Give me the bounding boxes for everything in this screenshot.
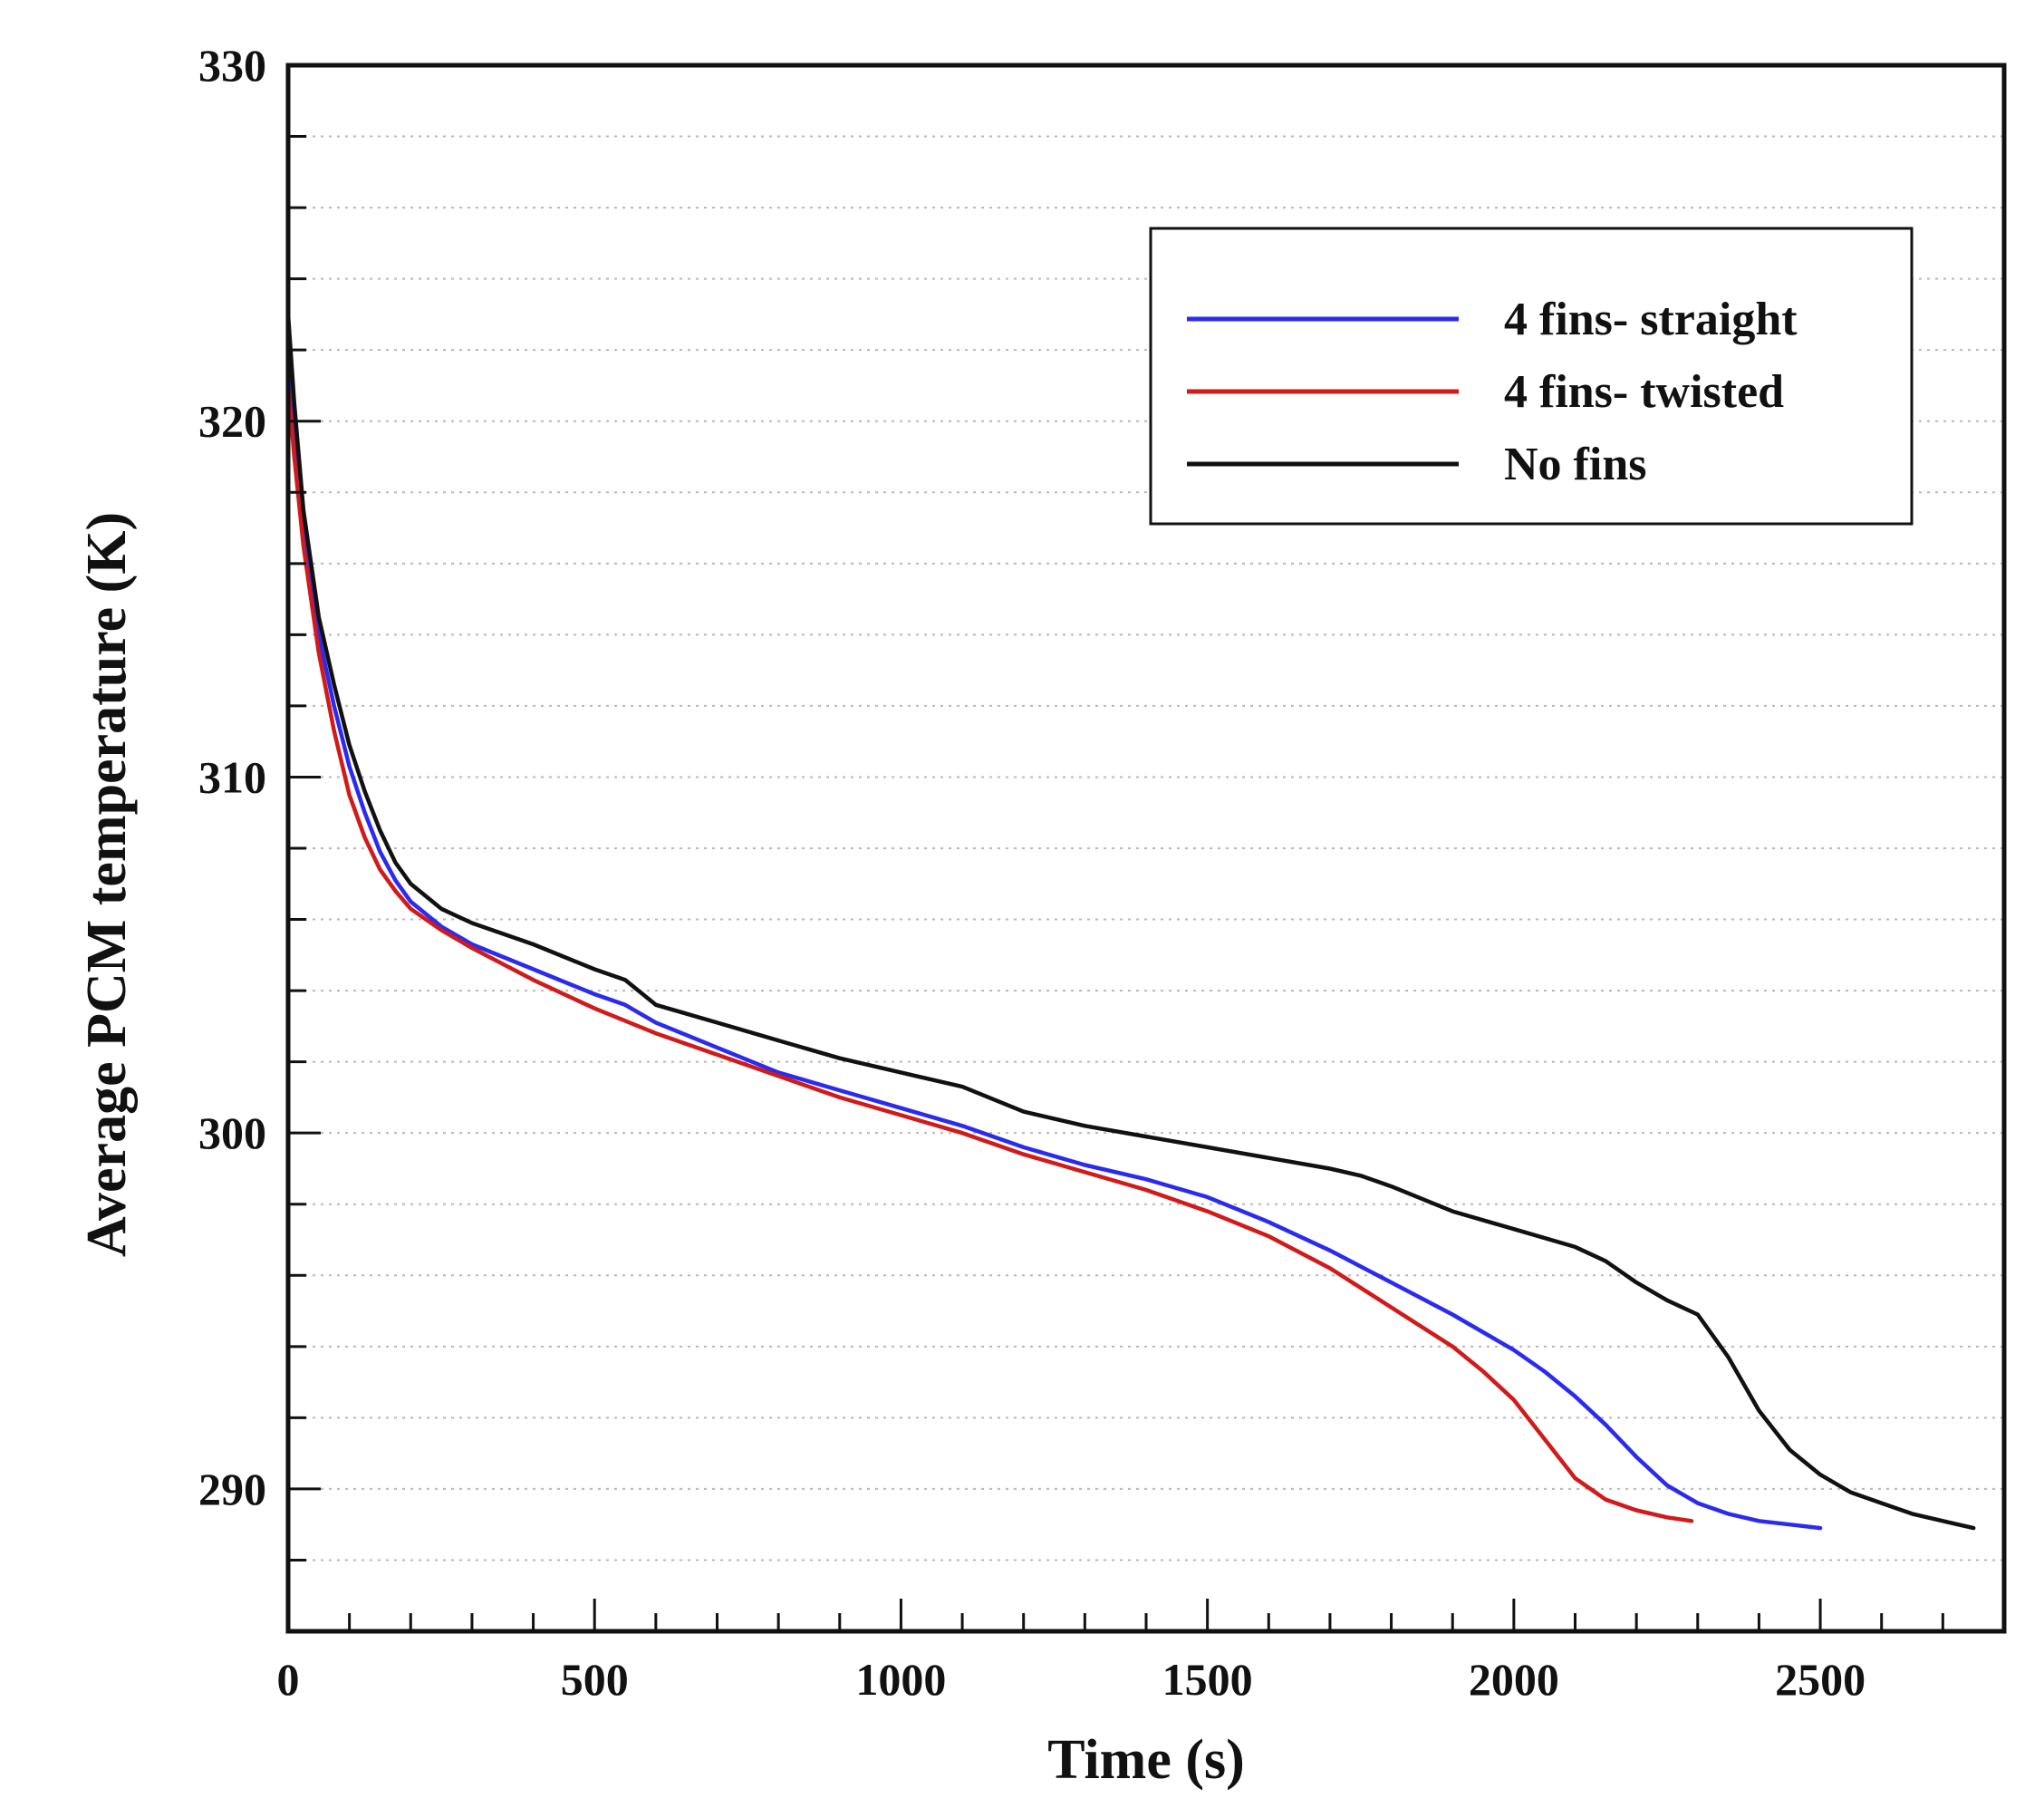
- series-line-4-fins-straight: [285, 365, 1823, 1531]
- x-tick-label: 2500: [1775, 1654, 1866, 1705]
- tick-layer: [286, 63, 2006, 1633]
- x-tick-label: 1500: [1162, 1654, 1253, 1705]
- legend-label: No fins: [1504, 439, 1646, 490]
- tick-label-layer: 0 500 1000 1500 2000 2500 290 300 310 320 330: [198, 40, 1866, 1705]
- y-tick-label: 290: [198, 1464, 266, 1514]
- legend-label: 4 fins- twisted: [1504, 366, 1784, 418]
- x-tick-label: 2000: [1469, 1654, 1559, 1705]
- legend: 4 fins- straight 4 fins- twisted No fins: [1149, 227, 1914, 526]
- y-tick-label: 330: [198, 40, 266, 91]
- series-line-4-fins-twisted: [285, 383, 1694, 1523]
- legend-label: 4 fins- straight: [1504, 294, 1798, 345]
- y-tick-label: 310: [198, 751, 266, 802]
- x-axis-title: Time (s): [1047, 1729, 1245, 1791]
- legend-items: 4 fins- straight 4 fins- twisted No fins: [1187, 294, 1798, 490]
- y-tick-label: 320: [198, 396, 266, 447]
- legend-box: [1149, 227, 1914, 526]
- x-tick-label: 500: [561, 1654, 629, 1705]
- x-tick-label: 0: [277, 1654, 300, 1705]
- y-axis-title: Average PCM temperature (K): [76, 512, 138, 1257]
- series-layer: [285, 312, 1976, 1531]
- series-line-no-fins: [285, 312, 1976, 1531]
- grid-layer: [288, 135, 2004, 1561]
- y-tick-label: 300: [198, 1107, 266, 1158]
- x-tick-label: 1000: [855, 1654, 946, 1705]
